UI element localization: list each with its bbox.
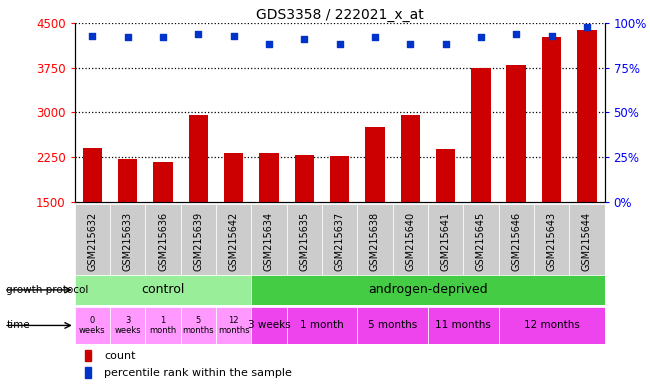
Text: 3
weeks: 3 weeks (114, 316, 141, 335)
Bar (506, 65, 526, 202)
Bar (542, 37, 561, 202)
Text: GSM215632: GSM215632 (87, 212, 98, 271)
Point (582, 23, 592, 30)
Bar (499, 204, 534, 275)
Bar (358, 204, 393, 275)
Bar (463, 204, 499, 275)
Text: 12 months: 12 months (524, 320, 579, 331)
Bar (358, 307, 428, 344)
Bar (365, 127, 385, 202)
Bar (83, 148, 102, 202)
Bar (252, 275, 604, 305)
Text: growth protocol: growth protocol (6, 285, 89, 295)
Bar (400, 115, 420, 202)
Bar (577, 30, 597, 202)
Bar (259, 153, 279, 202)
Text: GSM215637: GSM215637 (335, 212, 344, 271)
Text: time: time (6, 320, 30, 331)
Text: 1 month: 1 month (300, 320, 344, 331)
Text: 5
months: 5 months (183, 316, 214, 335)
Point (193, 31, 203, 37)
Bar (393, 204, 428, 275)
Bar (471, 68, 491, 202)
Title: GDS3358 / 222021_x_at: GDS3358 / 222021_x_at (255, 8, 424, 22)
Point (299, 36, 309, 42)
Bar (85, 367, 91, 378)
Text: count: count (104, 351, 135, 361)
Bar (252, 307, 287, 344)
Text: GSM215643: GSM215643 (547, 212, 556, 271)
Point (440, 41, 450, 48)
Bar (75, 307, 110, 344)
Bar (110, 204, 146, 275)
Bar (146, 307, 181, 344)
Bar (85, 350, 91, 361)
Bar (287, 204, 322, 275)
Text: GSM215638: GSM215638 (370, 212, 380, 271)
Text: 5 months: 5 months (368, 320, 417, 331)
Point (158, 34, 168, 40)
Text: GSM215636: GSM215636 (158, 212, 168, 271)
Bar (188, 115, 208, 202)
Point (264, 41, 274, 48)
Bar (110, 307, 146, 344)
Text: GSM215634: GSM215634 (264, 212, 274, 271)
Text: 3 weeks: 3 weeks (248, 320, 291, 331)
Bar (322, 204, 358, 275)
Text: GSM215633: GSM215633 (123, 212, 133, 271)
Point (405, 41, 415, 48)
Bar (252, 204, 287, 275)
Text: 1
month: 1 month (150, 316, 177, 335)
Text: androgen-deprived: androgen-deprived (368, 283, 488, 296)
Text: 11 months: 11 months (436, 320, 491, 331)
Text: GSM215642: GSM215642 (229, 212, 239, 271)
Bar (118, 159, 137, 202)
Point (87, 33, 98, 39)
Bar (436, 149, 455, 202)
Bar (181, 204, 216, 275)
Text: GSM215645: GSM215645 (476, 212, 486, 271)
Point (122, 34, 133, 40)
Bar (569, 204, 604, 275)
Point (511, 31, 521, 37)
Text: GSM215644: GSM215644 (582, 212, 592, 271)
Bar (330, 156, 349, 202)
Text: GSM215639: GSM215639 (193, 212, 203, 271)
Point (476, 34, 486, 40)
Bar (499, 307, 604, 344)
Point (370, 34, 380, 40)
Bar (294, 155, 314, 202)
Text: GSM215646: GSM215646 (511, 212, 521, 271)
Bar (216, 204, 252, 275)
Text: GSM215641: GSM215641 (441, 212, 450, 271)
Bar (224, 153, 243, 202)
Bar (428, 307, 499, 344)
Bar (216, 307, 252, 344)
Text: control: control (141, 283, 185, 296)
Text: percentile rank within the sample: percentile rank within the sample (104, 368, 292, 378)
Bar (146, 204, 181, 275)
Point (229, 33, 239, 39)
Bar (153, 162, 173, 202)
Bar (181, 307, 216, 344)
Text: GSM215640: GSM215640 (405, 212, 415, 271)
Bar (75, 275, 252, 305)
Bar (428, 204, 463, 275)
Bar (287, 307, 358, 344)
Point (334, 41, 345, 48)
Text: 12
months: 12 months (218, 316, 250, 335)
Text: 0
weeks: 0 weeks (79, 316, 106, 335)
Bar (534, 204, 569, 275)
Point (546, 33, 556, 39)
Text: GSM215635: GSM215635 (299, 212, 309, 271)
Bar (75, 204, 110, 275)
